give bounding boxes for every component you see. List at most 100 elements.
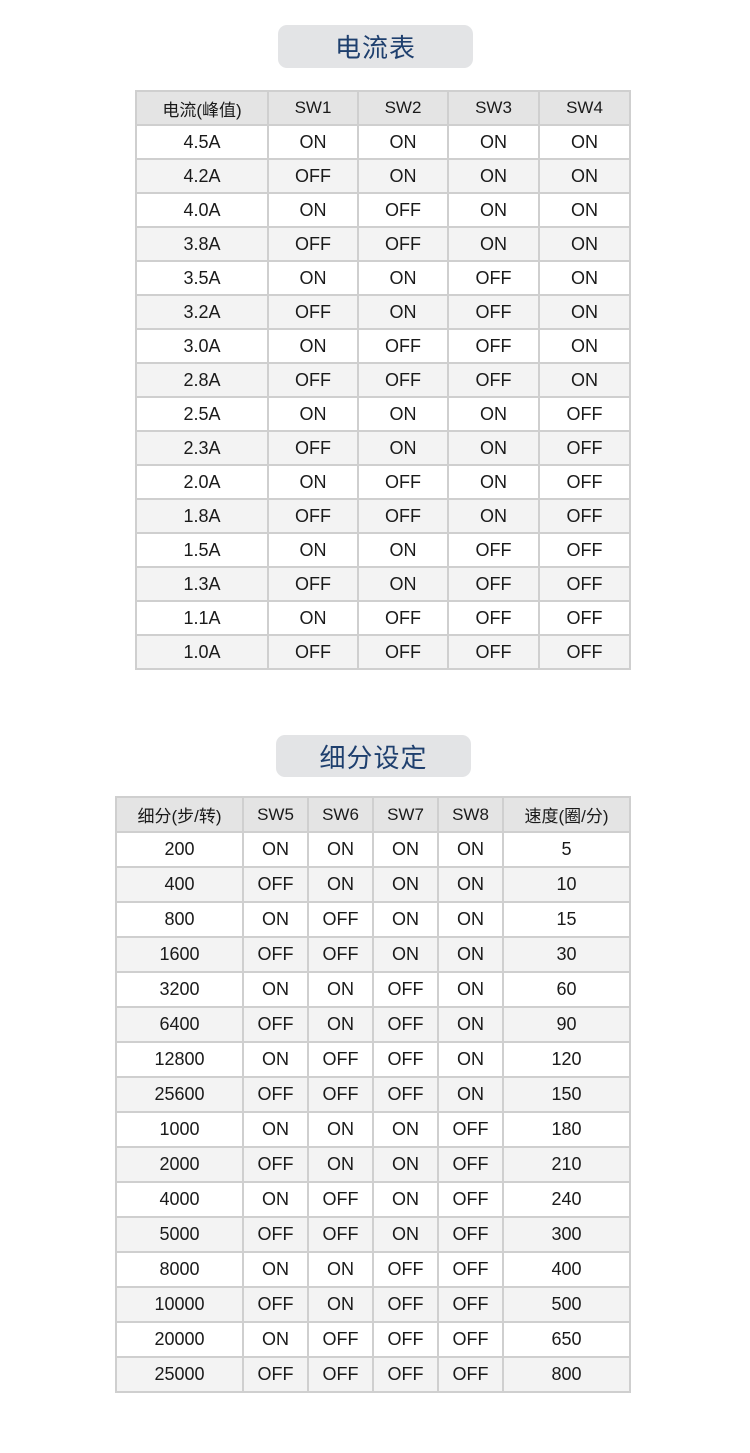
table-cell: OFF <box>437 1251 504 1288</box>
table-cell: OFF <box>307 1216 374 1253</box>
table-row: 2000 OFF ON ON OFF 210 <box>115 1146 631 1183</box>
microstep-table: 细分(步/转) SW5 SW6 SW7 SW8 速度(圈/分) 200 ON ON ON ON 5 40… <box>115 796 631 1393</box>
table-cell: 200 <box>115 831 244 868</box>
table-cell: ON <box>437 831 504 868</box>
table-row: 3.0A ON OFF OFF ON <box>135 328 631 364</box>
table-cell: ON <box>267 396 359 432</box>
table-cell: OFF <box>437 1146 504 1183</box>
table-cell: OFF <box>357 498 449 534</box>
table-cell: 4.5A <box>135 124 269 160</box>
table-cell: OFF <box>538 498 631 534</box>
table-cell: 300 <box>502 1216 631 1253</box>
table-cell: ON <box>372 1146 439 1183</box>
table-cell: ON <box>538 294 631 330</box>
column-header: SW6 <box>307 796 374 833</box>
table-cell: 2.5A <box>135 396 269 432</box>
table-cell: OFF <box>357 328 449 364</box>
table-cell: ON <box>372 936 439 973</box>
table-row: 5000 OFF OFF ON OFF 300 <box>115 1216 631 1253</box>
table-cell: OFF <box>538 566 631 602</box>
table-cell: ON <box>538 226 631 262</box>
table-row: 4.2A OFF ON ON ON <box>135 158 631 194</box>
table-cell: ON <box>267 328 359 364</box>
table-cell: 800 <box>115 901 244 938</box>
table-cell: OFF <box>437 1286 504 1323</box>
table-row: 20000 ON OFF OFF OFF 650 <box>115 1321 631 1358</box>
table-cell: OFF <box>447 532 540 568</box>
table-row: 800 ON OFF ON ON 15 <box>115 901 631 938</box>
table-cell: ON <box>538 328 631 364</box>
table-cell: 1.3A <box>135 566 269 602</box>
table-row: 1600 OFF OFF ON ON 30 <box>115 936 631 973</box>
table-cell: OFF <box>242 1216 309 1253</box>
table-cell: 5000 <box>115 1216 244 1253</box>
column-header: SW2 <box>357 90 449 126</box>
table-row: 3.8A OFF OFF ON ON <box>135 226 631 262</box>
table-cell: 180 <box>502 1111 631 1148</box>
current-table: 电流(峰值) SW1 SW2 SW3 SW4 4.5A ON ON ON ON 4.2A OFF ON O… <box>135 90 631 670</box>
table-cell: ON <box>307 1146 374 1183</box>
table-cell: OFF <box>267 566 359 602</box>
table-row: 3200 ON ON OFF ON 60 <box>115 971 631 1008</box>
table-cell: ON <box>372 831 439 868</box>
table-cell: OFF <box>538 430 631 466</box>
table-cell: OFF <box>242 936 309 973</box>
table-cell: OFF <box>372 1006 439 1043</box>
table-cell: 2.8A <box>135 362 269 398</box>
table-cell: ON <box>242 1041 309 1078</box>
table-cell: ON <box>437 971 504 1008</box>
table-cell: OFF <box>372 1321 439 1358</box>
table-cell: OFF <box>437 1321 504 1358</box>
table-cell: ON <box>242 971 309 1008</box>
column-header: 细分(步/转) <box>115 796 244 833</box>
table-row: 1.0A OFF OFF OFF OFF <box>135 634 631 670</box>
table-cell: ON <box>307 1111 374 1148</box>
table-cell: ON <box>538 158 631 194</box>
table-row: 3.5A ON ON OFF ON <box>135 260 631 296</box>
table-cell: OFF <box>267 634 359 670</box>
table-cell: OFF <box>437 1181 504 1218</box>
table-cell: ON <box>357 430 449 466</box>
table-cell: OFF <box>538 634 631 670</box>
table-cell: ON <box>447 124 540 160</box>
table-cell: 2.3A <box>135 430 269 466</box>
table-cell: OFF <box>267 430 359 466</box>
table-header-row: 细分(步/转) SW5 SW6 SW7 SW8 速度(圈/分) <box>115 796 631 833</box>
table-cell: 60 <box>502 971 631 1008</box>
table-cell: 10 <box>502 866 631 903</box>
column-header: 电流(峰值) <box>135 90 269 126</box>
table-cell: ON <box>307 971 374 1008</box>
table-cell: ON <box>357 124 449 160</box>
table-cell: ON <box>447 430 540 466</box>
table-cell: ON <box>267 532 359 568</box>
table-cell: ON <box>357 566 449 602</box>
table-cell: OFF <box>242 1146 309 1183</box>
table-cell: OFF <box>307 1356 374 1393</box>
table-cell: ON <box>437 866 504 903</box>
table-cell: OFF <box>242 1286 309 1323</box>
table-cell: ON <box>447 158 540 194</box>
table-row: 1.1A ON OFF OFF OFF <box>135 600 631 636</box>
table-row: 2.0A ON OFF ON OFF <box>135 464 631 500</box>
table-cell: OFF <box>307 1041 374 1078</box>
table-cell: ON <box>372 866 439 903</box>
table-row: 400 OFF ON ON ON 10 <box>115 866 631 903</box>
table-row: 2.3A OFF ON ON OFF <box>135 430 631 466</box>
table-cell: OFF <box>447 600 540 636</box>
table-cell: ON <box>447 396 540 432</box>
table-cell: ON <box>242 1111 309 1148</box>
table-cell: 240 <box>502 1181 631 1218</box>
table-cell: OFF <box>372 971 439 1008</box>
table-cell: 3.0A <box>135 328 269 364</box>
table-row: 8000 ON ON OFF OFF 400 <box>115 1251 631 1288</box>
table-row: 25600 OFF OFF OFF ON 150 <box>115 1076 631 1113</box>
table-cell: 25000 <box>115 1356 244 1393</box>
table-cell: OFF <box>437 1216 504 1253</box>
table-cell: OFF <box>307 1321 374 1358</box>
table-cell: OFF <box>372 1356 439 1393</box>
table-row: 1.3A OFF ON OFF OFF <box>135 566 631 602</box>
table-cell: ON <box>357 396 449 432</box>
table-cell: ON <box>437 1076 504 1113</box>
table-row: 4000 ON OFF ON OFF 240 <box>115 1181 631 1218</box>
table-cell: 12800 <box>115 1041 244 1078</box>
